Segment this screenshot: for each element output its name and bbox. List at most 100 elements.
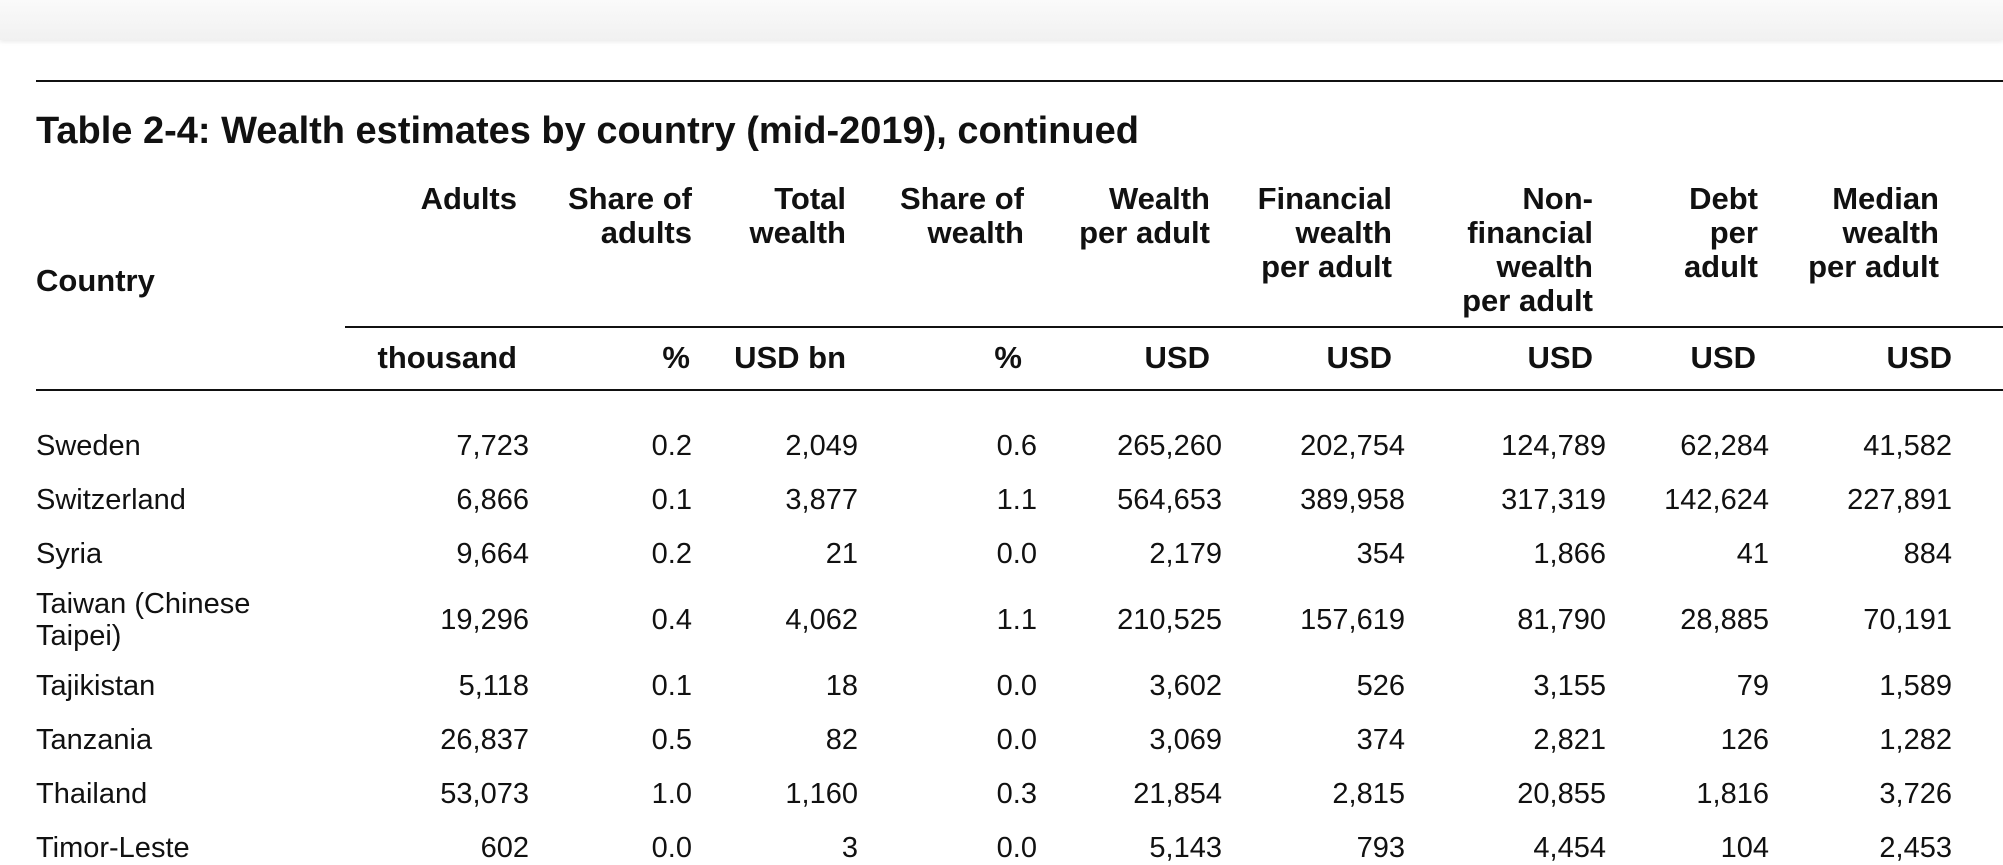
- value-cell: 0.0: [996, 538, 1037, 571]
- value-cell: 4,454: [1533, 832, 1606, 865]
- viewer-toolbar: [0, 0, 2003, 40]
- value-cell: 0.0: [996, 724, 1037, 757]
- value-cell: 210,525: [1117, 604, 1222, 637]
- value-cell: 3,602: [1149, 670, 1222, 703]
- value-cell: 202,754: [1300, 430, 1405, 463]
- value-cell: 9,664: [456, 538, 529, 571]
- value-cell: 126: [1720, 724, 1769, 757]
- value-cell: 62,284: [1680, 430, 1769, 463]
- value-cell: 19,296: [440, 604, 529, 637]
- value-cell: 7,723: [456, 430, 529, 463]
- country-cell: Tajikistan: [36, 670, 156, 703]
- value-cell: 0.6: [996, 430, 1037, 463]
- value-cell: 3,069: [1149, 724, 1222, 757]
- value-cell: 70,191: [1863, 604, 1952, 637]
- value-cell: 0.3: [996, 778, 1037, 811]
- value-cell: 3,155: [1533, 670, 1606, 703]
- value-cell: 1,816: [1696, 778, 1769, 811]
- column-header: wealth: [749, 214, 846, 250]
- column-header: Total: [774, 180, 846, 216]
- country-cell: Switzerland: [36, 484, 186, 517]
- value-cell: 0.4: [651, 604, 692, 637]
- country-cell: Syria: [36, 538, 103, 571]
- value-cell: 2,821: [1533, 724, 1606, 757]
- value-cell: 2,453: [1879, 832, 1952, 865]
- value-cell: 564,653: [1117, 484, 1222, 517]
- column-unit: USD bn: [734, 339, 846, 375]
- value-cell: 21: [825, 538, 858, 571]
- column-header: per adult: [1261, 248, 1392, 284]
- value-cell: 0.0: [996, 670, 1037, 703]
- value-cell: 5,143: [1149, 832, 1222, 865]
- value-cell: 602: [480, 832, 529, 865]
- country-header: Country: [36, 262, 155, 298]
- value-cell: 4,062: [785, 604, 858, 637]
- unit-rule: [36, 389, 2003, 391]
- value-cell: 793: [1356, 832, 1405, 865]
- value-cell: 526: [1356, 670, 1405, 703]
- value-cell: 1.1: [996, 604, 1037, 637]
- column-header: per: [1709, 214, 1758, 250]
- value-cell: 2,179: [1149, 538, 1222, 571]
- value-cell: 0.0: [996, 832, 1037, 865]
- value-cell: 53,073: [440, 778, 529, 811]
- value-cell: 2,049: [785, 430, 858, 463]
- column-header: per adult: [1808, 248, 1939, 284]
- column-unit: %: [994, 339, 1022, 375]
- value-cell: 3,726: [1879, 778, 1952, 811]
- value-cell: 0.2: [651, 430, 692, 463]
- value-cell: 81,790: [1517, 604, 1606, 637]
- column-header: Adults: [420, 180, 517, 216]
- value-cell: 6,866: [456, 484, 529, 517]
- value-cell: 0.0: [651, 832, 692, 865]
- value-cell: 317,319: [1501, 484, 1606, 517]
- value-cell: 354: [1356, 538, 1405, 571]
- value-cell: 18: [825, 670, 858, 703]
- value-cell: 1.1: [996, 484, 1037, 517]
- top-rule: [36, 80, 2003, 82]
- column-header: Wealth: [1108, 180, 1210, 216]
- column-header: wealth: [1842, 214, 1939, 250]
- country-cell: Timor-Leste: [36, 832, 190, 865]
- column-unit: USD: [1326, 339, 1392, 375]
- header-rule: [345, 326, 2003, 328]
- country-cell: Thailand: [36, 778, 148, 811]
- value-cell: 1,160: [785, 778, 858, 811]
- value-cell: 142,624: [1664, 484, 1769, 517]
- value-cell: 41: [1736, 538, 1769, 571]
- value-cell: 20,855: [1517, 778, 1606, 811]
- value-cell: 104: [1720, 832, 1769, 865]
- value-cell: 5,118: [458, 670, 529, 703]
- column-unit: USD: [1527, 339, 1593, 375]
- value-cell: 227,891: [1847, 484, 1952, 517]
- column-header: wealth: [1295, 214, 1392, 250]
- column-header: Debt: [1689, 180, 1758, 216]
- value-cell: 0.1: [651, 484, 692, 517]
- column-unit: thousand: [377, 339, 518, 375]
- column-header: Share of: [899, 180, 1024, 216]
- country-cell: Tanzania: [36, 724, 153, 757]
- table-title: Table 2-4: Wealth estimates by country (…: [36, 110, 1139, 152]
- value-cell: 28,885: [1680, 604, 1769, 637]
- value-cell: 124,789: [1501, 430, 1606, 463]
- value-cell: 26,837: [440, 724, 529, 757]
- column-unit: USD: [1690, 339, 1756, 375]
- column-header: Median: [1832, 180, 1939, 216]
- value-cell: 21,854: [1133, 778, 1222, 811]
- value-cell: 3,877: [785, 484, 858, 517]
- country-cell: Sweden: [36, 430, 141, 463]
- value-cell: 157,619: [1300, 604, 1405, 637]
- value-cell: 1,589: [1879, 670, 1952, 703]
- column-header: Share of: [567, 180, 692, 216]
- column-header: adult: [1683, 248, 1758, 284]
- value-cell: 2,815: [1332, 778, 1405, 811]
- column-header: Financial: [1257, 180, 1392, 216]
- column-unit: USD: [1144, 339, 1210, 375]
- column-header: financial: [1467, 214, 1593, 250]
- value-cell: 884: [1903, 538, 1952, 571]
- column-header: per adult: [1462, 282, 1593, 318]
- column-header: adults: [600, 214, 692, 250]
- value-cell: 0.2: [651, 538, 692, 571]
- value-cell: 1.0: [651, 778, 692, 811]
